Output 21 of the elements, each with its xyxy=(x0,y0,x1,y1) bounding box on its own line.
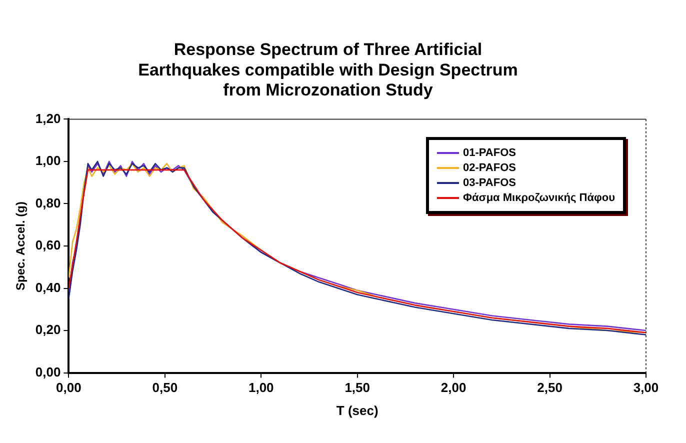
x-tick-label: 1,00 xyxy=(248,380,274,396)
x-tick-label: 1,50 xyxy=(344,380,370,396)
y-axis-title: Spec. Accel. (g) xyxy=(14,202,28,290)
legend-label: Φάσμα Μικροζωνικής Πάφου xyxy=(463,192,615,204)
x-tick-label: 0,50 xyxy=(152,380,178,396)
y-tick-label: 0,60 xyxy=(35,238,61,253)
legend-label: 03-PAFOS xyxy=(463,177,516,190)
y-tick-label: 1,00 xyxy=(35,153,61,168)
legend-label: 01-PAFOS xyxy=(463,147,516,160)
y-tick-label: 0,20 xyxy=(35,322,61,338)
y-tick-label: 1,20 xyxy=(35,110,61,126)
y-tick-label: 0,00 xyxy=(35,364,61,380)
x-tick-label: 2,00 xyxy=(440,380,466,396)
x-tick-label: 2,50 xyxy=(537,380,562,396)
x-axis-title: T (sec) xyxy=(336,402,378,418)
chart-title: Response Spectrum of Three Artificial Earthquakes compatible with Design Spectrum from Microzonation Study xyxy=(138,40,518,100)
x-tick-label: 0,00 xyxy=(56,380,82,396)
y-tick-label: 0,80 xyxy=(35,195,61,210)
legend-label: 02-PAFOS xyxy=(463,162,516,174)
x-tick-label: 3,00 xyxy=(633,380,659,396)
y-tick-label: 0,40 xyxy=(35,280,61,295)
